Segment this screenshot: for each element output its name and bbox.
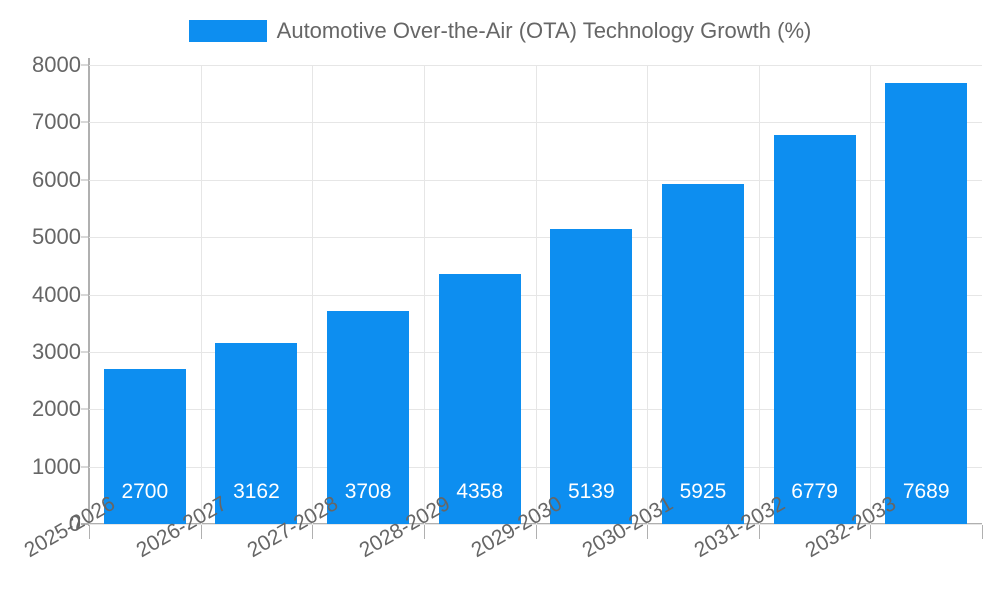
y-axis-tick-label: 2000: [32, 396, 81, 422]
y-axis-tick-label: 8000: [32, 52, 81, 77]
bar-value-label: 3708: [344, 480, 392, 503]
y-axis-tick-mark: [81, 179, 89, 181]
bar[interactable]: 6779: [773, 135, 856, 524]
x-axis-tick-mark: [870, 525, 872, 539]
x-axis-tick-mark: [312, 525, 314, 539]
y-axis-tick-label: 0: [68, 511, 81, 536]
bar-value-label: 3162: [233, 480, 280, 503]
gridline-vertical: [535, 65, 537, 524]
legend-item-ota-growth[interactable]: Automotive Over-the-Air (OTA) Technology…: [188, 18, 812, 43]
y-axis-tick-mark: [81, 64, 89, 66]
bar-value-label: 6779: [791, 480, 838, 503]
bar-value-label: 5139: [567, 480, 615, 503]
bar-value-label: 4358: [456, 480, 504, 503]
y-axis-tick-label: 7000: [32, 109, 81, 135]
x-axis-tick-mark: [647, 525, 649, 539]
gridline-vertical: [647, 65, 649, 524]
gridline-vertical: [870, 65, 872, 524]
x-axis-tick-mark: [982, 525, 983, 539]
gridline-horizontal: [89, 524, 982, 525]
y-axis-tick-mark: [81, 466, 89, 468]
y-axis-tick-mark: [81, 294, 89, 295]
bar[interactable]: 2700: [103, 369, 186, 524]
gridline-vertical: [423, 65, 425, 524]
y-axis-tick-mark: [81, 408, 89, 410]
y-axis-tick-labels: 0 1000 2000 3000 4000 5000 6000 7000 8000: [0, 0, 89, 600]
y-axis-tick-label: 5000: [32, 224, 81, 250]
y-axis-tick-label: 4000: [32, 281, 81, 307]
gridline-vertical: [200, 65, 202, 524]
y-axis-tick-label: 6000: [32, 166, 81, 192]
bar-value-label: 7689: [902, 480, 950, 503]
legend-color-swatch-icon: [188, 20, 267, 42]
y-axis-tick-label: 1000: [32, 453, 81, 479]
gridline-vertical: [312, 65, 314, 524]
x-axis-tick-mark: [423, 525, 425, 539]
bar[interactable]: 5139: [550, 229, 633, 524]
bar[interactable]: 3708: [327, 311, 410, 524]
x-axis-tick-mark: [200, 525, 202, 539]
bar[interactable]: 5925: [661, 184, 744, 524]
x-axis-tick-mark: [758, 525, 760, 539]
gridline-vertical: [758, 65, 760, 524]
y-axis-tick-mark: [81, 121, 89, 123]
bar[interactable]: 4358: [438, 273, 521, 524]
chart-legend: Automotive Over-the-Air (OTA) Technology…: [0, 10, 1000, 52]
y-axis-tick-mark: [81, 523, 89, 525]
vertical-gridlines: [89, 65, 982, 524]
bar[interactable]: 3162: [215, 342, 298, 524]
plot-area: 2700 3162 3708 4358 5139 5925 6779 7689: [89, 65, 982, 525]
bars-layer: 2700 3162 3708 4358 5139 5925 6779 7689: [89, 65, 982, 524]
x-axis-tick-mark: [535, 525, 537, 539]
y-axis-tick-mark: [81, 236, 89, 238]
bar-value-label: 2700: [121, 480, 169, 503]
x-axis-tick-mark: [89, 525, 90, 539]
y-axis-tick-mark: [81, 351, 89, 353]
y-axis-line: [88, 58, 90, 526]
bar[interactable]: 7689: [885, 82, 968, 524]
legend-label: Automotive Over-the-Air (OTA) Technology…: [276, 18, 812, 43]
y-axis-tick-label: 3000: [32, 338, 81, 364]
bar-value-label: 5925: [679, 480, 727, 503]
